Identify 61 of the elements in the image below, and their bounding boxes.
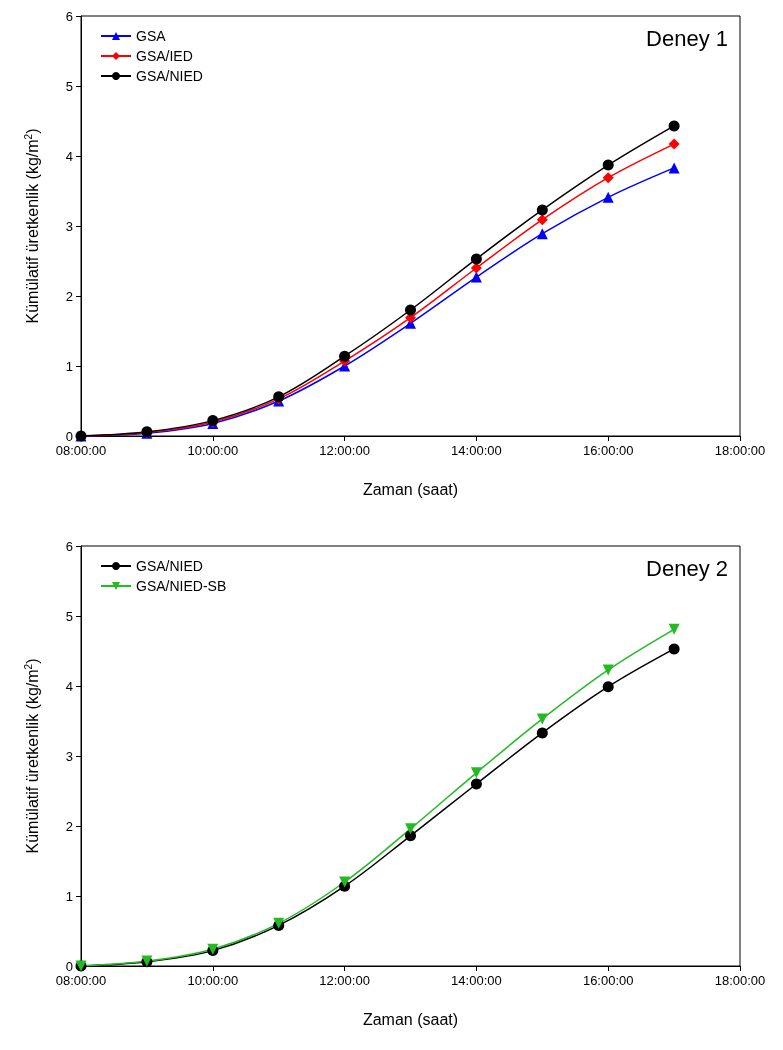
- point: [668, 120, 680, 132]
- point: [470, 253, 482, 265]
- point: [405, 823, 416, 835]
- point: [668, 162, 680, 174]
- y-tick-label: 1: [65, 358, 73, 374]
- point: [339, 350, 351, 362]
- y-tick-label: 2: [65, 818, 73, 834]
- point: [668, 643, 680, 655]
- y-tick-label: 6: [65, 538, 73, 554]
- legend-label: GSA/NIED: [136, 558, 203, 574]
- y-tick-label: 0: [65, 428, 73, 444]
- x-axis-title: Zaman (saat): [362, 480, 459, 498]
- point: [536, 713, 548, 725]
- x-tick-label: 16:00:00: [582, 443, 634, 458]
- point: [536, 228, 548, 240]
- y-tick-label: 3: [65, 218, 73, 234]
- legend-label: GSA/NIED-SB: [136, 578, 227, 594]
- y-tick-label: 4: [65, 678, 73, 694]
- x-tick-label: 12:00:00: [319, 973, 370, 988]
- y-tick-label: 6: [65, 8, 73, 24]
- x-tick-label: 10:00:00: [187, 973, 239, 988]
- point: [405, 304, 416, 316]
- y-tick-label: 0: [65, 958, 73, 974]
- x-tick-label: 18:00:00: [714, 443, 766, 458]
- y-tick-label: 5: [65, 608, 73, 624]
- x-tick-label: 10:00:00: [187, 443, 239, 458]
- chart-title: Deney 2: [646, 555, 729, 581]
- y-tick-label: 4: [65, 148, 73, 164]
- x-axis-title: Zaman (saat): [362, 1010, 459, 1028]
- point: [536, 727, 548, 739]
- x-tick-label: 12:00:00: [319, 443, 370, 458]
- point: [668, 623, 680, 635]
- legend-label: GSA: [136, 28, 167, 44]
- point: [602, 159, 614, 171]
- point: [470, 767, 482, 779]
- point: [536, 204, 548, 216]
- y-tick-label: 5: [65, 78, 73, 94]
- point: [536, 214, 548, 226]
- point: [339, 876, 351, 888]
- chart-title: Deney 1: [646, 25, 729, 51]
- x-tick-label: 08:00:00: [55, 973, 107, 988]
- y-axis-title: Kümülatif üretkenlik (kg/m2): [22, 128, 41, 324]
- x-tick-label: 08:00:00: [55, 443, 107, 458]
- point: [602, 664, 614, 676]
- point: [405, 830, 416, 842]
- x-tick-label: 18:00:00: [714, 973, 766, 988]
- point: [470, 778, 482, 790]
- y-tick-label: 3: [65, 748, 73, 764]
- point: [602, 172, 614, 184]
- y-tick-label: 2: [65, 288, 73, 304]
- x-tick-label: 14:00:00: [451, 443, 502, 458]
- y-tick-label: 1: [65, 888, 73, 904]
- legend-label: GSA/NIED: [136, 68, 203, 84]
- point: [470, 271, 482, 283]
- x-tick-label: 14:00:00: [451, 973, 502, 988]
- x-tick-label: 16:00:00: [582, 973, 634, 988]
- point: [602, 681, 614, 693]
- legend-label: GSA/IED: [136, 48, 193, 64]
- point: [602, 191, 614, 203]
- point: [668, 138, 680, 150]
- y-axis-title: Kümülatif üretkenlik (kg/m2): [22, 658, 41, 854]
